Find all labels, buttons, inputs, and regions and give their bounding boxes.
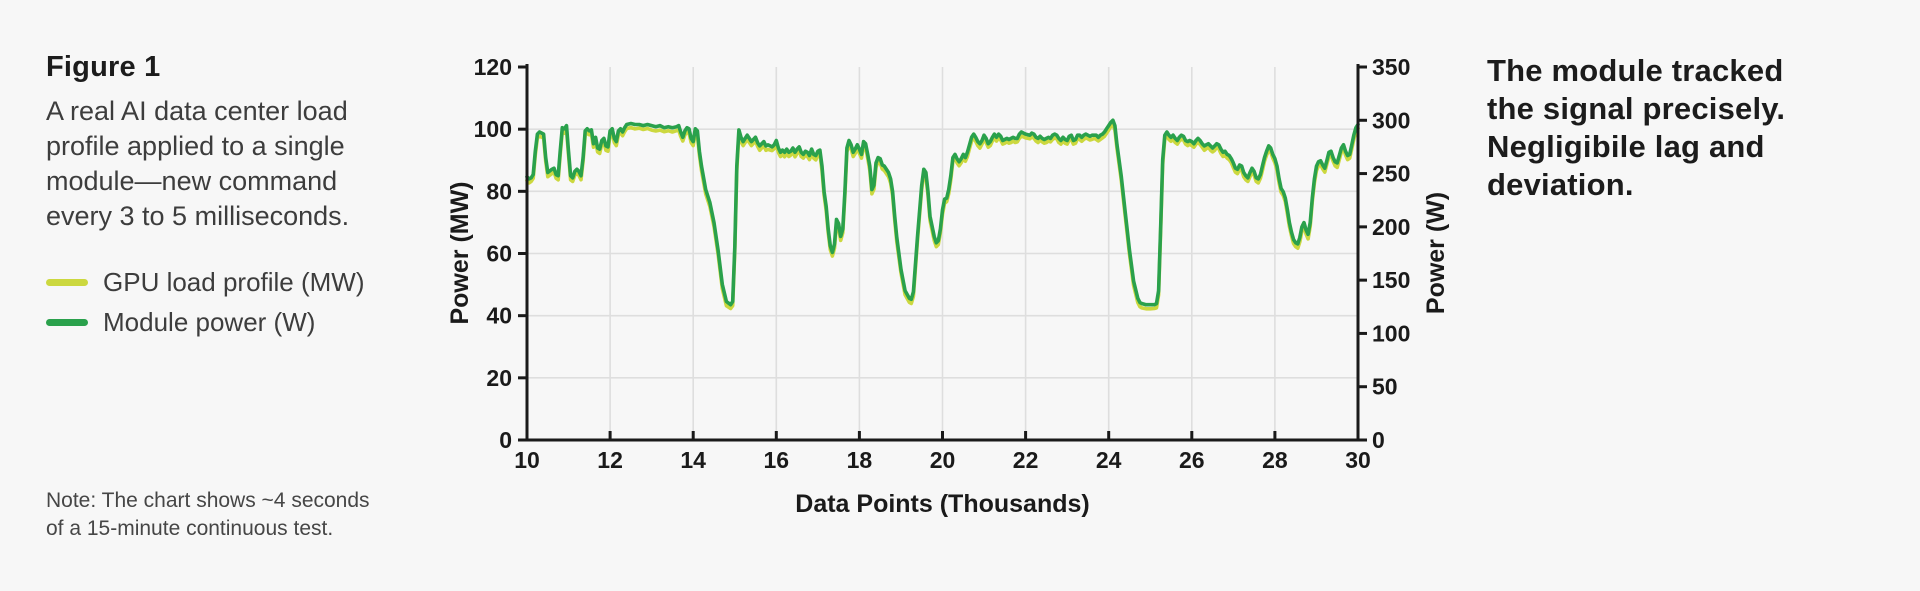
- figure-description: A real AI data center load profile appli…: [46, 94, 396, 234]
- right-axis-tick-label: 350: [1372, 54, 1410, 80]
- note-line: of a 15-minute continuous test.: [46, 517, 334, 540]
- legend-swatch-module-power: [46, 318, 88, 326]
- chart-legend: GPU load profile (MW) Module power (W): [46, 262, 396, 342]
- result-callout: The module tracked the signal precisely.…: [1487, 52, 1847, 204]
- x-axis-tick-label: 10: [514, 447, 540, 473]
- left-axis-tick-label: 120: [474, 54, 512, 80]
- x-axis-tick-label: 20: [930, 447, 956, 473]
- left-axis-tick-label: 0: [499, 427, 512, 453]
- left-axis-title: Power (MW): [446, 181, 474, 324]
- legend-item-gpu-load: GPU load profile (MW): [46, 262, 396, 302]
- note-line: Note: The chart shows ~4 seconds: [46, 489, 370, 512]
- right-axis-tick-label: 150: [1372, 267, 1410, 293]
- description-line: profile applied to a single: [46, 131, 345, 161]
- x-axis-tick-label: 28: [1262, 447, 1288, 473]
- legend-label-module-power: Module power (W): [103, 306, 316, 337]
- x-axis-title: Data Points (Thousands): [795, 490, 1089, 518]
- module-power-line: [525, 118, 1360, 307]
- left-axis-tick-label: 40: [486, 303, 512, 329]
- left-axis-tick-label: 60: [486, 241, 512, 267]
- figure-title: Figure 1: [46, 51, 161, 83]
- right-axis-tick-label: 50: [1372, 374, 1398, 400]
- right-axis-tick-label: 300: [1372, 107, 1410, 133]
- x-axis-tick-label: 24: [1096, 447, 1122, 473]
- x-axis-tick-label: 18: [847, 447, 873, 473]
- right-axis-tick-label: 0: [1372, 427, 1385, 453]
- callout-line: the signal precisely.: [1487, 91, 1786, 126]
- legend-swatch-gpu-load: [46, 278, 88, 286]
- x-axis-tick-label: 26: [1179, 447, 1205, 473]
- legend-label-gpu-load: GPU load profile (MW): [103, 266, 365, 297]
- figure-caption-block: Figure 1 A real AI data center load prof…: [46, 51, 396, 342]
- right-axis-tick-label: 200: [1372, 214, 1410, 240]
- description-line: A real AI data center load: [46, 96, 348, 126]
- description-line: module—new command: [46, 166, 338, 196]
- description-line: every 3 to 5 milliseconds.: [46, 201, 350, 231]
- legend-item-module-power: Module power (W): [46, 302, 396, 342]
- right-axis-title: Power (W): [1422, 192, 1450, 314]
- x-axis-tick-label: 14: [680, 447, 706, 473]
- axes: [518, 64, 1367, 442]
- figure-note: Note: The chart shows ~4 seconds of a 15…: [46, 487, 376, 543]
- x-axis-tick-label: 22: [1013, 447, 1039, 473]
- callout-line: deviation.: [1487, 167, 1634, 202]
- x-axis-tick-label: 16: [764, 447, 790, 473]
- left-axis-tick-label: 100: [474, 116, 512, 142]
- right-axis-tick-label: 100: [1372, 320, 1410, 346]
- left-axis-tick-label: 20: [486, 365, 512, 391]
- x-axis-tick-label: 12: [597, 447, 623, 473]
- left-axis-tick-label: 80: [486, 178, 512, 204]
- callout-line: Negligibile lag and: [1487, 129, 1765, 164]
- callout-line: The module tracked: [1487, 53, 1784, 88]
- x-axis-tick-label: 30: [1345, 447, 1371, 473]
- gridlines: [527, 67, 1358, 440]
- right-axis-tick-label: 250: [1372, 161, 1410, 187]
